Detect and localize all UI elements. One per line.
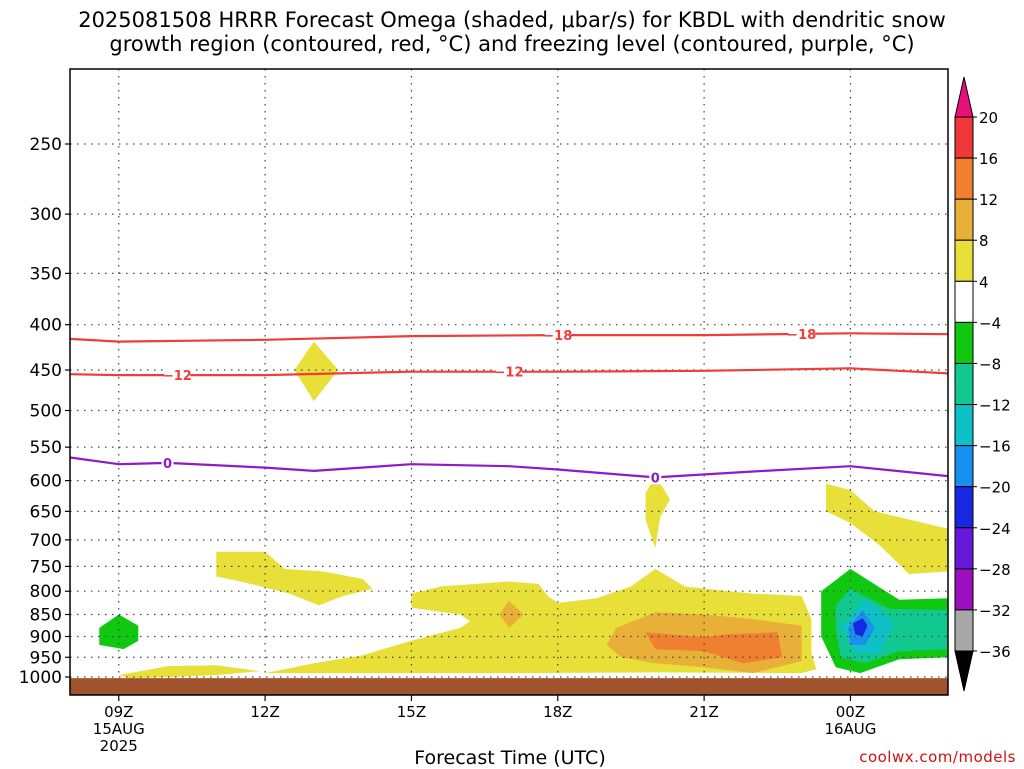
- y-tick-label-850: 850: [30, 606, 62, 626]
- contour-temp--12: [70, 367, 948, 377]
- colorbar-bin-2: [954, 198, 974, 241]
- plot-frame: [69, 68, 949, 696]
- y-tick-label-500: 500: [30, 402, 62, 422]
- credit-link[interactable]: coolwx.com/models: [859, 748, 1016, 766]
- x-tick-label-18Z-0: 18Z: [543, 703, 572, 721]
- colorbar-bin-6: [954, 362, 974, 406]
- y-tick-label-300: 300: [30, 205, 62, 225]
- contour-layer: −18 −18 −12 −12 0 0: [70, 326, 948, 486]
- colorbar-label-11: −28: [979, 561, 1011, 579]
- y-tick-label-950: 950: [30, 648, 62, 668]
- colorbar-bin-4: [954, 280, 974, 323]
- chart-title-line-1: 2025081508 HRRR Forecast Omega (shaded, …: [78, 8, 946, 32]
- chart-title-line-2: growth region (contoured, red, °C) and f…: [109, 32, 915, 56]
- colorbar-label-12: −32: [979, 602, 1011, 620]
- omega-region-4to8: [216, 551, 373, 606]
- contour-label-0-0: 0: [163, 457, 172, 472]
- colorbar-label-7: −12: [979, 397, 1011, 415]
- colorbar: 20 16 12 8 4 −4 −8 −12 −16 −20 −24 −28 −32 −36: [954, 76, 1011, 692]
- omega-shading-layer: [99, 341, 948, 679]
- colorbar-label-1: 16: [979, 150, 998, 168]
- y-tick-label-450: 450: [30, 361, 62, 381]
- y-tick-label-800: 800: [30, 582, 62, 602]
- y-tick-label-750: 750: [30, 557, 62, 577]
- colorbar-label-13: −36: [979, 643, 1011, 661]
- x-tick-label-09Z-2: 2025: [100, 737, 138, 755]
- omega-region-4to8: [826, 483, 948, 574]
- colorbar-label-9: −20: [979, 479, 1011, 497]
- omega-region-4to8: [294, 341, 339, 402]
- colorbar-bin-8: [954, 445, 974, 488]
- omega-region-12to16: [645, 632, 783, 664]
- y-tick-label-650: 650: [30, 502, 62, 522]
- colorbar-label-3: 8: [979, 232, 989, 250]
- y-tick-label-350: 350: [30, 264, 62, 284]
- y-tick-label-400: 400: [30, 316, 62, 336]
- colorbar-bin-9: [954, 486, 974, 529]
- colorbar-label-5: −4: [979, 314, 1001, 332]
- contour-label--18-1: −18: [787, 328, 816, 343]
- contour-label-bg: [544, 328, 571, 343]
- contour-label--18-0: −18: [543, 329, 572, 344]
- colorbar-bottom-arrow: [954, 650, 974, 692]
- contour-label--12-0: −12: [163, 369, 192, 384]
- contour-label-bg: [164, 368, 191, 383]
- y-tick-label-250: 250: [30, 135, 62, 155]
- colorbar-label-8: −16: [979, 438, 1011, 456]
- colorbar-label-4: 4: [979, 273, 989, 291]
- colorbar-label-2: 12: [979, 191, 998, 209]
- contour-label-bg: [496, 364, 522, 379]
- x-tick-label-12Z-0: 12Z: [250, 703, 279, 721]
- x-tick-label-00Z-0: 00Z: [836, 703, 865, 721]
- x-tick-label-09Z-1: 15AUG: [93, 720, 145, 738]
- x-tick-label-21Z-0: 21Z: [689, 703, 718, 721]
- y-tick-label-700: 700: [30, 531, 62, 551]
- colorbar-top-arrow: [954, 76, 974, 118]
- omega-region--20to-24: [852, 618, 868, 637]
- contour-label-bg: [649, 470, 662, 485]
- contour-label-bg: [788, 326, 815, 341]
- colorbar-bin-12: [954, 609, 974, 652]
- y-tick-label-600: 600: [30, 472, 62, 492]
- colorbar-bin-3: [954, 239, 974, 282]
- contour-temp--18: [70, 332, 948, 343]
- colorbar-label-6: −8: [979, 355, 1001, 373]
- x-axis-label: Forecast Time (UTC): [414, 747, 606, 769]
- y-tick-label-900: 900: [30, 627, 62, 647]
- colorbar-bin-11: [954, 568, 974, 611]
- y-tick-label-550: 550: [30, 438, 62, 458]
- x-tick-label-00Z-1: 16AUG: [824, 720, 876, 738]
- omega-region-4to8: [118, 665, 261, 679]
- colorbar-label-0: 20: [979, 109, 998, 127]
- contour-label-bg: [161, 455, 174, 470]
- colorbar-bin-0: [954, 116, 974, 159]
- contour-freezing-level-0: [70, 456, 948, 479]
- colorbar-bin-7: [954, 404, 974, 447]
- omega-region-4to8: [645, 475, 670, 548]
- colorbar-bin-5: [954, 321, 974, 364]
- contour-label--12-1: −12: [495, 366, 524, 381]
- x-tick-label-15Z-0: 15Z: [397, 703, 426, 721]
- colorbar-label-10: −24: [979, 520, 1011, 538]
- y-tick-label-1000: 1000: [19, 668, 62, 688]
- omega-region--4to-8: [99, 614, 139, 650]
- axes-layer: 2503003504004505005506006507007508008509…: [19, 68, 949, 755]
- contour-label-0-1: 0: [651, 471, 660, 486]
- colorbar-bin-1: [954, 157, 974, 200]
- colorbar-bin-10: [954, 527, 974, 570]
- terrain-layer: [70, 678, 948, 695]
- terrain-ground-band: [70, 678, 948, 695]
- x-tick-label-09Z-0: 09Z: [104, 703, 133, 721]
